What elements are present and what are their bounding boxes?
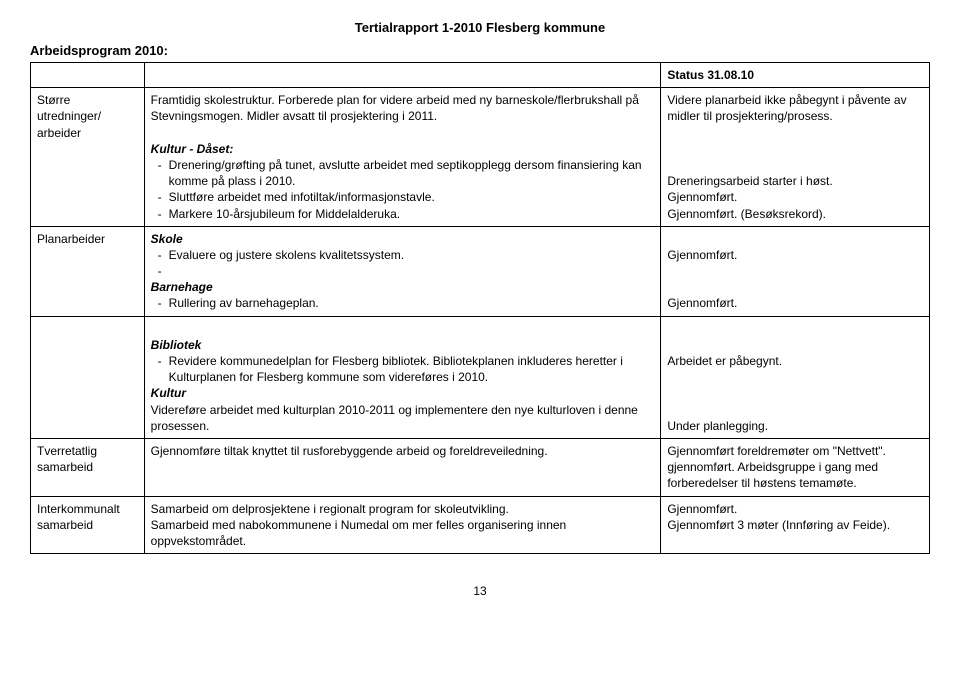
status-text: Gjennomført. [667,501,923,517]
bullet-text: Markere 10-årsjubileum for Middelalderuk… [169,206,655,222]
bullet-text: Drenering/grøfting på tunet, avslutte ar… [169,157,655,189]
status-text: Arbeidet er påbegynt. [667,353,923,369]
status-text: Under planlegging. [667,418,923,434]
subheading: Skole [151,231,655,247]
bullet-text: Rullering av barnehageplan. [169,295,655,311]
header-cell-empty [31,63,145,88]
bullet-dash-icon: - [151,247,169,263]
bullet-dash-icon: - [151,189,169,205]
report-header: Tertialrapport 1-2010 Flesberg kommune [30,20,930,35]
bullet-item: - Evaluere og justere skolens kvalitetss… [151,247,655,263]
paragraph: Videreføre arbeidet med kulturplan 2010-… [151,402,655,434]
row-label: Interkommunalt samarbeid [31,496,145,554]
bullet-item: - [151,263,655,279]
row-label: Planarbeider [31,226,145,316]
bullet-item: - Markere 10-årsjubileum for Middelalder… [151,206,655,222]
program-table: Status 31.08.10 Større utredninger/ arbe… [30,62,930,554]
row-content: Framtidig skolestruktur. Forberede plan … [144,88,661,227]
bullet-item: - Revidere kommunedelplan for Flesberg b… [151,353,655,385]
table-row: Tverretatlig samarbeid Gjennomføre tilta… [31,438,930,496]
subheading: Kultur - Dåset: [151,141,655,157]
status-text: Gjennomført. [667,247,923,263]
bullet-item: - Sluttføre arbeidet med infotiltak/info… [151,189,655,205]
row-status: Arbeidet er påbegynt. Under planlegging. [661,316,930,438]
bullet-dash-icon: - [151,353,169,369]
table-header-row: Status 31.08.10 [31,63,930,88]
paragraph: Samarbeid om delprosjektene i regionalt … [151,501,655,517]
row-content: Samarbeid om delprosjektene i regionalt … [144,496,661,554]
table-row: Større utredninger/ arbeider Framtidig s… [31,88,930,227]
status-text: Gjennomført. (Besøksrekord). [667,206,923,222]
bullet-dash-icon: - [151,157,169,173]
paragraph: Framtidig skolestruktur. Forberede plan … [151,92,655,124]
bullet-text: Revidere kommunedelplan for Flesberg bib… [169,353,655,385]
status-text: Dreneringsarbeid starter i høst. [667,173,923,189]
subheading: Kultur [151,385,655,401]
table-row: Bibliotek - Revidere kommunedelplan for … [31,316,930,438]
row-label: Tverretatlig samarbeid [31,438,145,496]
header-cell-empty [144,63,661,88]
section-title: Arbeidsprogram 2010: [30,43,930,58]
row-status: Gjennomført. Gjennomført 3 møter (Innfør… [661,496,930,554]
row-status: Gjennomført foreldremøter om "Nettvett".… [661,438,930,496]
bullet-dash-icon: - [151,263,169,279]
header-cell-status: Status 31.08.10 [661,63,930,88]
subheading: Bibliotek [151,337,655,353]
table-row: Interkommunalt samarbeid Samarbeid om de… [31,496,930,554]
bullet-text: Sluttføre arbeidet med infotiltak/inform… [169,189,655,205]
row-label: Større utredninger/ arbeider [31,88,145,227]
table-row: Planarbeider Skole - Evaluere og justere… [31,226,930,316]
status-text: Videre planarbeid ikke påbegynt i påvent… [667,92,923,124]
bullet-item: - Drenering/grøfting på tunet, avslutte … [151,157,655,189]
bullet-dash-icon: - [151,206,169,222]
page-number: 13 [30,584,930,598]
row-status: Gjennomført. Gjennomført. [661,226,930,316]
bullet-item: - Rullering av barnehageplan. [151,295,655,311]
row-content: Skole - Evaluere og justere skolens kval… [144,226,661,316]
status-text: Gjennomført 3 møter (Innføring av Feide)… [667,517,923,533]
row-content: Gjennomføre tiltak knyttet til rusforeby… [144,438,661,496]
bullet-text: Evaluere og justere skolens kvalitetssys… [169,247,655,263]
row-status: Videre planarbeid ikke påbegynt i påvent… [661,88,930,227]
bullet-dash-icon: - [151,295,169,311]
status-text: Gjennomført. [667,295,923,311]
status-text: Gjennomført. [667,189,923,205]
row-content: Bibliotek - Revidere kommunedelplan for … [144,316,661,438]
row-label [31,316,145,438]
subheading: Barnehage [151,279,655,295]
paragraph: Samarbeid med nabokommunene i Numedal om… [151,517,655,549]
